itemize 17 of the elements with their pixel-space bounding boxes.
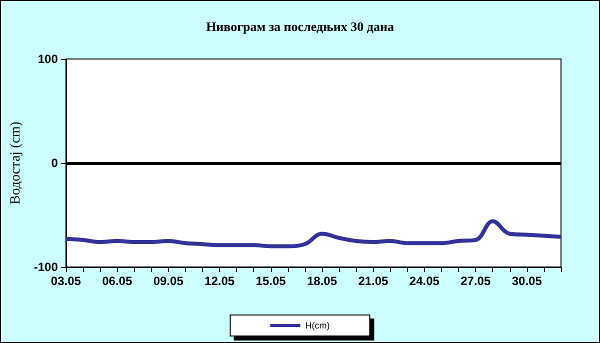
x-tick-label: 09.05 [153,274,184,288]
y-tick-label: 0 [51,156,58,170]
x-tick-label: 03.05 [50,274,82,288]
y-tick-label: -100 [34,260,58,274]
x-tick-label: 06.05 [102,274,132,288]
y-tick-label: 100 [38,52,58,66]
x-tick-label: 15.05 [256,274,286,288]
x-tick-label: 24.05 [409,274,440,288]
line-series [64,219,563,248]
legend-label: H(cm) [305,320,330,330]
x-tick-label: 21.05 [358,274,389,288]
x-tick-label: 18.05 [306,274,338,288]
x-tick-label: 30.05 [512,274,542,288]
chart-title: Нивограм за последњих 30 дана [206,19,394,34]
y-axis-title: Водостај (cm) [8,121,24,204]
x-tick-label: 12.05 [204,274,235,288]
x-tick-label: 27.05 [460,274,491,288]
